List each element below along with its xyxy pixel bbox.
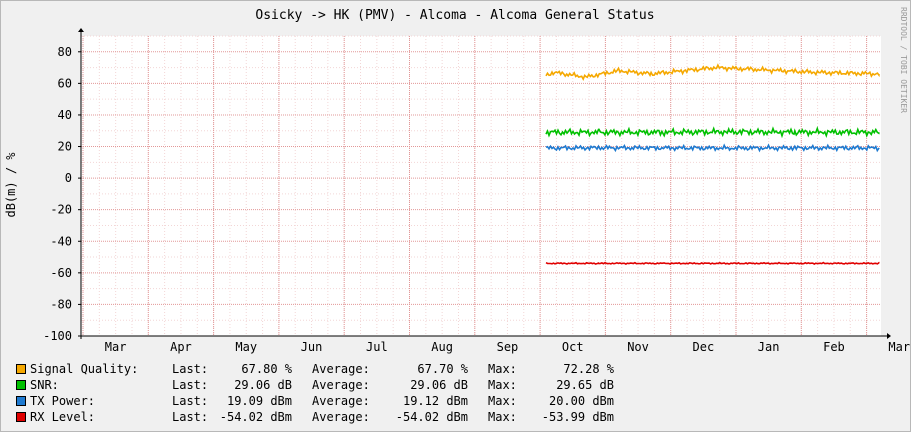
legend-max-value: 20.00 dBm: [548, 394, 614, 408]
y-tick-label: 40: [58, 108, 72, 122]
legend-swatch: [16, 412, 26, 422]
legend-average-label: Average:: [312, 378, 370, 392]
legend-last-label: Last:: [172, 410, 209, 424]
y-tick-label: 0: [65, 171, 72, 185]
legend-row: Signal Quality: Last: 67.80 % Average: 67.70…: [16, 361, 614, 377]
series-line-2: [545, 143, 880, 153]
y-tick-label: 20: [58, 140, 72, 154]
series-line-1: [545, 126, 880, 139]
legend-last-value: -54.02 dBm: [219, 410, 292, 424]
legend-row: TX Power: Last: 19.09 dBm Average: 19.12 dBm…: [16, 393, 614, 409]
legend-swatch: [16, 380, 26, 390]
x-tick-label: Mar: [888, 340, 910, 354]
x-tick-label: Sep: [497, 340, 519, 354]
x-tick-label: May: [235, 340, 257, 354]
legend-max-label: Max:: [488, 410, 517, 424]
x-tick-label: Apr: [170, 340, 192, 354]
x-tick-label: Jun: [301, 340, 323, 354]
legend-average-value: 29.06 dB: [410, 378, 468, 392]
y-tick-label: -80: [50, 297, 72, 311]
x-tick-label: Dec: [693, 340, 715, 354]
y-tick-label: -60: [50, 266, 72, 280]
legend-last-value: 29.06 dB: [234, 378, 292, 392]
legend-series-name: Signal Quality:: [30, 362, 139, 376]
legend-average-label: Average:: [312, 410, 370, 424]
legend-last-value: 67.80 %: [241, 362, 292, 376]
legend-max-value: -53.99 dBm: [541, 410, 614, 424]
legend-average-value: 19.12 dBm: [402, 394, 468, 408]
x-tick-label: Mar: [105, 340, 127, 354]
legend-average-label: Average:: [312, 394, 370, 408]
legend-swatch: [16, 396, 26, 406]
legend-series-name: RX Level:: [30, 410, 96, 424]
legend-series-name: TX Power:: [30, 394, 96, 408]
legend-last-value: 19.09 dBm: [226, 394, 292, 408]
y-tick-label: -40: [50, 234, 72, 248]
legend-average-label: Average:: [312, 362, 370, 376]
y-axis-label: dB(m) / %: [4, 152, 18, 218]
x-tick-label: Jan: [758, 340, 780, 354]
legend-last-label: Last:: [172, 394, 209, 408]
y-tick-label: 80: [58, 45, 72, 59]
watermark: RRDTOOL / TOBI OETIKER: [899, 7, 908, 113]
y-axis-arrow: [78, 28, 84, 32]
series-layer: [545, 63, 880, 266]
y-tick-label: -100: [43, 329, 72, 343]
legend-swatch: [16, 364, 26, 374]
plot-area: [81, 36, 881, 336]
legend-last-label: Last:: [172, 362, 209, 376]
legend-max-value: 29.65 dB: [556, 378, 614, 392]
legend: Signal Quality: Last: 67.80 % Average: 67.70…: [16, 361, 614, 425]
legend-max-label: Max:: [488, 362, 517, 376]
axes: -100 -80 -60 -40 -20 0 20 40 60 80 Mar Apr May Jun Jul…: [43, 28, 910, 354]
chart-title: Osicky -> HK (PMV) - Alcoma - Alcoma Gen…: [255, 8, 654, 23]
legend-average-value: 67.70 %: [417, 362, 468, 376]
legend-last-label: Last:: [172, 378, 209, 392]
x-axis-arrow: [887, 333, 891, 339]
legend-row: SNR: Last: 29.06 dB Average: 29.06 dB Max: 29.…: [16, 377, 614, 393]
y-tick-label: 60: [58, 76, 72, 90]
legend-max-label: Max:: [488, 394, 517, 408]
x-tick-label: Nov: [627, 340, 649, 354]
legend-series-name: SNR:: [30, 378, 59, 392]
x-tick-label: Feb: [823, 340, 845, 354]
x-tick-label: Aug: [431, 340, 453, 354]
series-line-3: [545, 261, 880, 266]
x-tick-label: Oct: [562, 340, 584, 354]
legend-max-label: Max:: [488, 378, 517, 392]
y-tick-label: -20: [50, 203, 72, 217]
legend-row: RX Level: Last: -54.02 dBm Average: -54.02 d…: [16, 409, 614, 425]
legend-average-value: -54.02 dBm: [395, 410, 468, 424]
x-tick-label: Jul: [366, 340, 388, 354]
series-line-0: [545, 63, 880, 81]
legend-max-value: 72.28 %: [563, 362, 614, 376]
